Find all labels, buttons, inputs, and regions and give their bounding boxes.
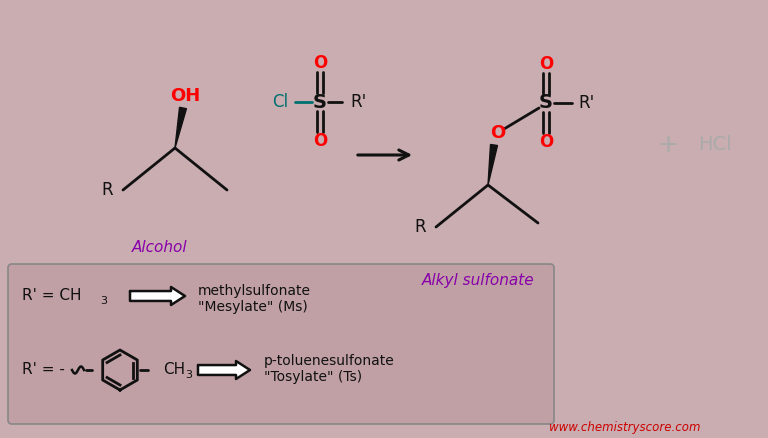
Text: +: + [657,133,678,157]
Text: methylsulfonate: methylsulfonate [198,284,311,298]
Text: Alkyl sulfonate: Alkyl sulfonate [422,272,535,287]
Text: CH: CH [163,361,185,377]
Text: HCl: HCl [698,135,732,155]
Polygon shape [198,361,250,379]
Text: S: S [313,92,327,112]
Polygon shape [130,287,185,305]
Polygon shape [488,145,498,185]
Text: R' = CH: R' = CH [22,289,81,304]
Text: Cl: Cl [272,93,288,111]
Text: R: R [101,181,113,199]
Text: p-toluenesulfonate: p-toluenesulfonate [264,354,395,368]
Text: Alcohol: Alcohol [132,240,188,255]
Text: O: O [539,133,553,151]
Text: R': R' [578,94,594,112]
Text: OH: OH [170,87,200,105]
Text: www.chemistryscore.com: www.chemistryscore.com [548,420,700,434]
Text: O: O [491,124,505,142]
Text: "Tosylate" (Ts): "Tosylate" (Ts) [264,370,362,384]
Text: 3: 3 [100,296,107,306]
Text: O: O [313,54,327,72]
Text: R': R' [350,93,366,111]
Polygon shape [175,107,187,148]
Text: O: O [539,55,553,73]
Text: R: R [415,218,426,236]
FancyBboxPatch shape [8,264,554,424]
Text: S: S [539,93,553,113]
Text: "Mesylate" (Ms): "Mesylate" (Ms) [198,300,308,314]
Text: 3: 3 [185,370,192,380]
Text: O: O [313,132,327,150]
Text: R' = -: R' = - [22,363,65,378]
